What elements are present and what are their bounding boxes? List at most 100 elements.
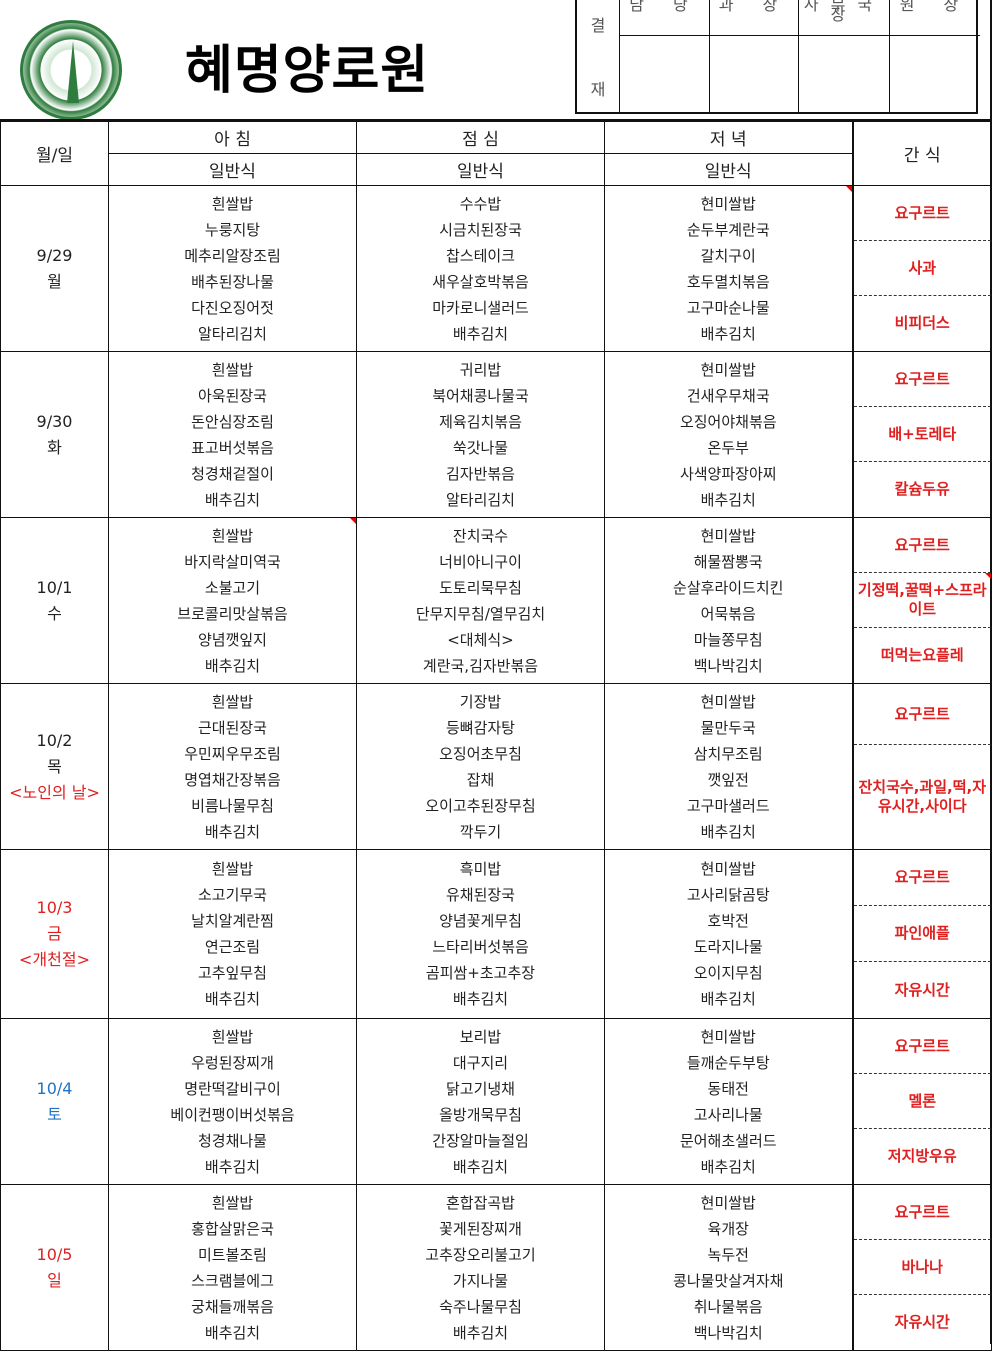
menu-item: 등뼈감자탕 <box>445 718 515 737</box>
snack-item: 배+토레타 <box>853 407 991 462</box>
breakfast-cell: 흰쌀밥 바지락살미역국 소불고기 브로콜리맛살볶음 양념깻잎지 배추김치 <box>108 517 357 684</box>
menu-item: 배추김치 <box>700 1157 756 1176</box>
menu-item: 순두부계란국 <box>686 220 770 239</box>
menu-item: 계란국,김자반볶음 <box>422 656 539 675</box>
menu-item: 문어해초샐러드 <box>679 1131 777 1150</box>
menu-item: 청경채나물 <box>197 1131 267 1150</box>
breakfast-cell: 흰쌀밥 근대된장국 우민찌우무조림 명엽채간장볶음 비름나물무침 배추김치 <box>108 683 357 850</box>
menu-item: 바지락살미역국 <box>184 552 281 571</box>
menu-item: 누룽지탕 <box>204 220 261 239</box>
dinner-header: 저 녁 <box>604 121 853 154</box>
signature-box[interactable] <box>709 35 798 114</box>
menu-item: 브로콜리맛살볶음 <box>177 604 288 623</box>
signature-box[interactable] <box>798 35 889 114</box>
menu-item: 현미쌀밥 <box>700 1027 756 1046</box>
snack-item: 요구르트 <box>853 518 991 573</box>
snack-item: 요구르트 <box>853 1185 991 1240</box>
lunch-cell: 보리밥 대구지리 닭고기냉채 올방개묵무침 간장알마늘절임 배추김치 <box>356 1018 605 1185</box>
menu-item: 호두멸치볶음 <box>686 272 770 291</box>
menu-item: 간장알마늘절임 <box>432 1131 529 1150</box>
pagoda-icon <box>67 41 79 103</box>
menu-item: 배추김치 <box>700 324 756 343</box>
menu-item: 고사리닭곰탕 <box>686 886 770 904</box>
menu-item: 배추김치 <box>452 324 509 343</box>
snack-cell: 요구르트 멜론 저지방우유 <box>851 1018 992 1185</box>
lunch-cell: 귀리밥 북어채콩나물국 제육김치볶음 쑥갓나물 김자반볶음 알타리김치 <box>356 351 605 518</box>
lunch-header: 점 심 <box>356 121 605 154</box>
divider <box>0 119 992 122</box>
menu-item: 어묵볶음 <box>700 604 756 623</box>
menu-item: 배추김치 <box>204 990 261 1008</box>
lunch-cell: 수수밥 시금치된장국 찹스테이크 새우살호박볶음 마카로니샐러드 배추김치 <box>356 185 605 352</box>
menu-item: 배추김치 <box>204 822 261 841</box>
menu-item: 찹스테이크 <box>445 246 515 265</box>
menu-item: 닭고기냉채 <box>445 1079 515 1098</box>
menu-item: 올방개묵무침 <box>439 1105 522 1124</box>
approval-role: 과 장 <box>709 0 798 35</box>
menu-item: 배추된장나물 <box>191 272 274 291</box>
menu-item: 양념깻잎지 <box>197 630 267 649</box>
signature-box[interactable] <box>619 35 709 114</box>
date-cell: 10/4 토 <box>0 1018 109 1185</box>
dinner-cell: 현미쌀밥 고사리닭곰탕 호박전 도라지나물 오이지무침 배추김치 <box>604 849 853 1019</box>
menu-item: 표고버섯볶음 <box>191 438 274 457</box>
menu-item: 미트볼조림 <box>197 1245 267 1264</box>
menu-item: 귀리밥 <box>459 360 502 379</box>
dinner-cell: 현미쌀밥 들깨순두부탕 동태전 고사리나물 문어해초샐러드 배추김치 <box>604 1018 853 1185</box>
signature-box[interactable] <box>889 35 980 114</box>
weekday: 월 <box>47 271 62 291</box>
menu-item: 기장밥 <box>459 692 502 711</box>
holiday-note: <개천절> <box>19 950 90 969</box>
menu-item: 홍합살맑은국 <box>191 1219 274 1238</box>
snack-item: 칼슘두유 <box>894 480 950 498</box>
snack-item: 기정떡,꿀떡+스프라이트 <box>853 573 991 628</box>
menu-item: 고사리나물 <box>693 1105 763 1124</box>
menu-item: 쑥갓나물 <box>452 438 509 457</box>
menu-item: 다진오징어젓 <box>191 298 274 317</box>
menu-item: 날치알계란찜 <box>191 912 274 930</box>
snack-item: 요구르트 <box>853 684 991 745</box>
menu-item: 현미쌀밥 <box>700 860 756 878</box>
snack-item: 요구르트 <box>853 850 991 906</box>
date-cell: 9/29 월 <box>0 185 109 352</box>
menu-item: 양념꽃게무침 <box>439 912 522 930</box>
snack-item: 자유시간 <box>894 1313 950 1331</box>
menu-item: 흰쌀밥 <box>211 194 254 213</box>
snack-cell: 요구르트 기정떡,꿀떡+스프라이트 떠먹는요플레 <box>851 517 992 684</box>
day-row: 9/30 화 흰쌀밥 아욱된장국 돈안심장조림 표고버섯볶음 청경채겉절이 배추김치 귀리밥 북어… <box>0 351 992 518</box>
weekday: 일 <box>47 1270 62 1290</box>
menu-item: 흰쌀밥 <box>211 1027 254 1046</box>
org-title: 혜명양로원 <box>185 41 430 101</box>
day-row: 9/29 월 흰쌀밥 누룽지탕 메추리알장조림 배추된장나물 다진오징어젓 알타리김치 수수밥 시… <box>0 185 992 352</box>
weekday: 금 <box>47 924 62 943</box>
weekday: 토 <box>47 1104 62 1124</box>
lunch-cell: 기장밥 등뼈감자탕 오징어초무침 잡채 오이고추된장무침 깍두기 <box>356 683 605 850</box>
snack-item: 파인애플 <box>853 906 991 962</box>
menu-item: 흰쌀밥 <box>211 1193 254 1212</box>
approval-role: 담 당 <box>619 0 709 35</box>
lunch-cell: 혼합잡곡밥 꽃게된장찌개 고추장오리불고기 가지나물 숙주나물무침 배추김치 <box>356 1184 605 1351</box>
menu-item: 베이컨팽이버섯볶음 <box>170 1105 295 1124</box>
menu-item: 마카로니샐러드 <box>432 298 529 317</box>
snack-cell: 요구르트 파인애플 자유시간 <box>851 849 992 1019</box>
snack-item: 요구르트 <box>853 1019 991 1074</box>
breakfast-cell: 흰쌀밥 소고기무국 날치알계란찜 연근조림 고추잎무침 배추김치 <box>108 849 357 1019</box>
menu-item: 흰쌀밥 <box>211 860 254 878</box>
date-cell: 9/30 화 <box>0 351 109 518</box>
date: 10/2 <box>36 730 73 750</box>
date: 10/4 <box>36 1078 73 1098</box>
menu-item: 고추장오리불고기 <box>425 1245 536 1264</box>
dinner-cell: 현미쌀밥 물만두국 삼치무조림 깻잎전 고구마샐러드 배추김치 <box>604 683 853 850</box>
menu-item: 느타리버섯볶음 <box>432 938 529 956</box>
breakfast-cell: 흰쌀밥 홍합살맑은국 미트볼조림 스크램블에그 궁채들깨볶음 배추김치 <box>108 1184 357 1351</box>
snack-header: 간 식 <box>851 121 992 186</box>
menu-item: 현미쌀밥 <box>700 194 756 213</box>
breakfast-cell: 흰쌀밥 우렁된장찌개 명란떡갈비구이 베이컨팽이버섯볶음 청경채나물 배추김치 <box>108 1018 357 1185</box>
menu-item: 잔치국수 <box>452 526 509 545</box>
menu-item: 우렁된장찌개 <box>191 1053 274 1072</box>
date-cell: 10/2 목 <노인의 날> <box>0 683 109 850</box>
menu-item: 혼합잡곡밥 <box>445 1193 515 1212</box>
menu-item: 해물짬뽕국 <box>693 552 763 571</box>
